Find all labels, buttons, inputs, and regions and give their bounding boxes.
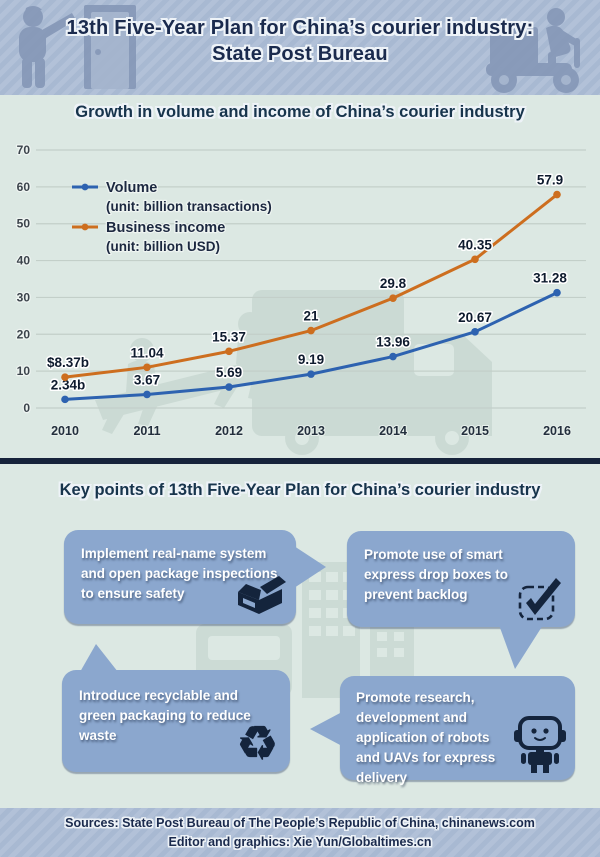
svg-text:2010: 2010 xyxy=(51,424,79,438)
svg-text:2013: 2013 xyxy=(297,424,325,438)
key-point-bubble-1: Implement real-name system and open pack… xyxy=(64,530,326,624)
open-package-icon xyxy=(238,576,286,614)
checked-box-icon xyxy=(518,578,561,621)
credits-text: Editor and graphics: Xie Yun/Globaltimes… xyxy=(168,835,432,849)
key-point-3-text: Introduce recyclable and green packaging… xyxy=(79,688,251,743)
section-divider xyxy=(0,458,600,464)
truck-watermark xyxy=(252,290,492,455)
svg-text:30: 30 xyxy=(17,290,31,304)
svg-text:11.04: 11.04 xyxy=(130,345,164,360)
key-point-4-text: Promote research, development and applic… xyxy=(356,690,496,785)
svg-text:Volume: Volume xyxy=(106,180,157,196)
page-title-line1: 13th Five-Year Plan for China’s courier … xyxy=(66,17,534,39)
page-title: 13th Five-Year Plan for China’s courier … xyxy=(0,15,600,67)
svg-text:21: 21 xyxy=(303,309,319,324)
svg-text:29.8: 29.8 xyxy=(380,276,407,291)
svg-text:50: 50 xyxy=(17,217,31,231)
svg-text:20.67: 20.67 xyxy=(458,310,492,325)
svg-text:(unit: billion transactions): (unit: billion transactions) xyxy=(106,199,272,214)
courier-at-door-illustration xyxy=(19,5,136,89)
bubble-4-tail xyxy=(310,712,342,746)
svg-text:2015: 2015 xyxy=(461,424,489,438)
bubble-3-tail xyxy=(80,644,118,672)
svg-text:Business income: Business income xyxy=(106,220,225,236)
svg-text:20: 20 xyxy=(17,327,31,341)
svg-text:0: 0 xyxy=(23,401,30,415)
workers-watermark xyxy=(95,312,320,434)
chart-title: Growth in volume and income of China’s c… xyxy=(75,103,525,121)
svg-text:40: 40 xyxy=(17,254,31,268)
svg-text:70: 70 xyxy=(17,143,31,157)
svg-text:2016: 2016 xyxy=(543,424,571,438)
delivery-scooter-illustration xyxy=(486,8,580,93)
sources-text: Sources: State Post Bureau of The People… xyxy=(65,816,535,830)
svg-text:13.96: 13.96 xyxy=(376,335,410,350)
bubble-2-tail xyxy=(499,625,543,669)
key-points-title: Key points of 13th Five-Year Plan for Ch… xyxy=(59,481,541,499)
svg-text:9.19: 9.19 xyxy=(298,352,324,367)
svg-text:57.9: 57.9 xyxy=(537,173,563,188)
key-point-bubble-3: Introduce recyclable and green packaging… xyxy=(62,644,290,772)
key-point-1-text: Implement real-name system and open pack… xyxy=(81,546,278,601)
svg-text:40.35: 40.35 xyxy=(458,237,492,252)
svg-text:2.34b: 2.34b xyxy=(51,377,86,392)
robot-icon xyxy=(514,716,566,773)
svg-text:15.37: 15.37 xyxy=(212,329,246,344)
svg-text:2014: 2014 xyxy=(379,424,407,438)
growth-line-chart: 0 10 20 30 40 50 60 70 2010 2011 2012 2013 2014 2015 2… xyxy=(15,142,586,455)
recycle-icon: ♻ xyxy=(236,717,278,769)
header-band: 13th Five-Year Plan for China’s courier … xyxy=(0,0,600,95)
svg-text:31.28: 31.28 xyxy=(533,271,567,286)
svg-text:5.69: 5.69 xyxy=(216,365,242,380)
page-title-line2: State Post Bureau xyxy=(212,43,388,65)
svg-text:3.67: 3.67 xyxy=(134,372,160,387)
key-point-2-text: Promote use of smart express drop boxes … xyxy=(364,547,509,602)
bubble-1-tail xyxy=(294,546,326,588)
svg-text:2012: 2012 xyxy=(215,424,243,438)
svg-text:10: 10 xyxy=(17,364,31,378)
key-point-bubble-2: Promote use of smart express drop boxes … xyxy=(347,531,575,669)
svg-text:60: 60 xyxy=(17,180,31,194)
svg-text:$8.37b: $8.37b xyxy=(47,355,89,370)
svg-text:(unit: billion USD): (unit: billion USD) xyxy=(106,239,220,254)
footer-band xyxy=(0,808,600,857)
svg-text:2011: 2011 xyxy=(133,424,160,438)
key-point-bubble-4: Promote research, development and applic… xyxy=(310,676,575,785)
